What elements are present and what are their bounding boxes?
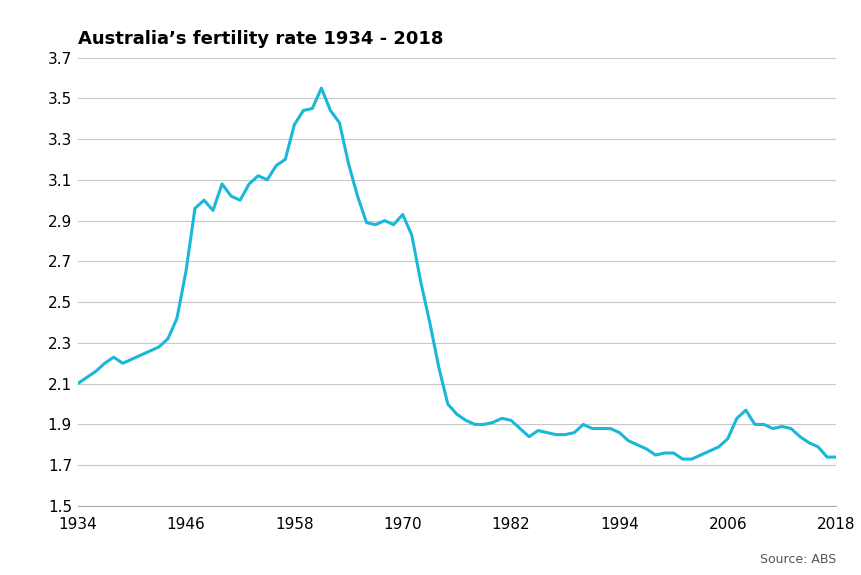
Text: Source: ABS: Source: ABS [759, 553, 835, 566]
Text: Australia’s fertility rate 1934 - 2018: Australia’s fertility rate 1934 - 2018 [77, 29, 443, 48]
